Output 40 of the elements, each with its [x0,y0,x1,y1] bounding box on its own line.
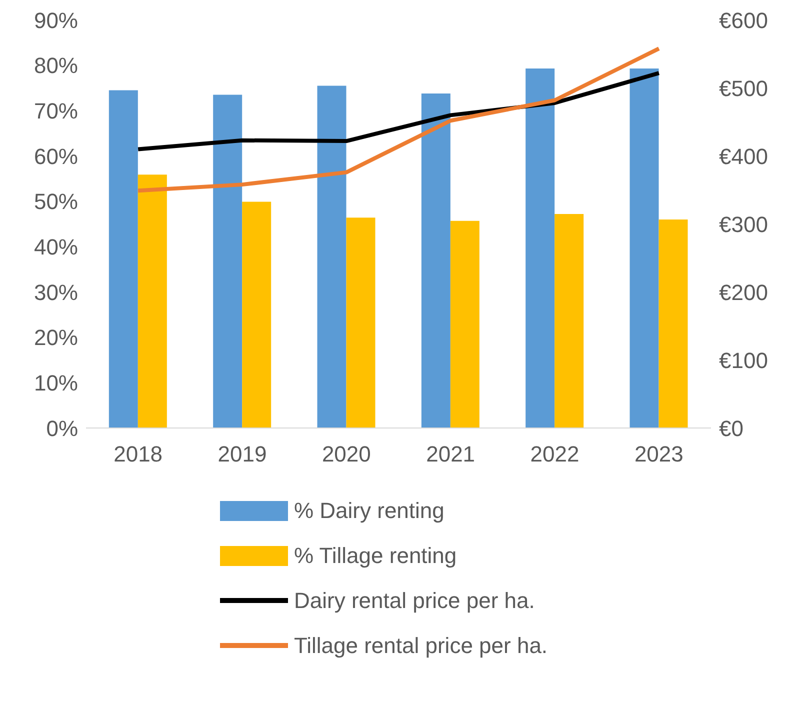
y-tick-label: 10% [34,370,78,396]
y2-tick-label: €500 [719,76,768,101]
x-tick-label: 2022 [530,442,580,467]
y-tick-label: 90% [34,8,78,33]
bar [346,218,376,428]
bar [658,219,688,428]
y2-tick-label: €300 [719,212,768,237]
y2-tick-label: €0 [719,416,744,441]
bar [421,93,450,428]
y-tick-label: 80% [34,53,78,78]
bar [554,214,584,428]
legend-label: Tillage rental price per ha. [294,632,548,658]
bar [138,174,167,428]
bar [242,202,272,428]
legend-label: % Tillage renting [294,542,457,568]
y-tick-label: 0% [46,416,78,441]
y-tick-label: 20% [34,325,78,350]
y2-tick-label: €200 [719,280,768,305]
x-tick-label: 2019 [218,442,267,467]
bar [317,86,346,428]
bar [213,94,242,428]
y-tick-label: 50% [34,189,78,214]
y2-tick-label: €100 [719,348,768,373]
bar [450,220,480,428]
bar [630,68,659,428]
y-tick-label: 30% [34,280,78,305]
x-tick-label: 2021 [426,442,476,467]
y2-tick-label: €400 [719,144,768,169]
x-tick-label: 2018 [114,442,163,467]
x-tick-label: 2020 [322,442,371,467]
y-tick-label: 40% [34,234,78,260]
legend-label: % Dairy renting [294,498,444,524]
y2-tick-label: €600 [719,8,768,33]
legend-label: Dairy rental price per ha. [294,588,535,614]
bar [526,68,555,428]
y-tick-label: 60% [34,144,78,169]
bar [108,90,138,428]
x-tick-label: 2023 [634,442,684,467]
line-series [136,46,661,193]
y-tick-label: 70% [34,98,78,124]
